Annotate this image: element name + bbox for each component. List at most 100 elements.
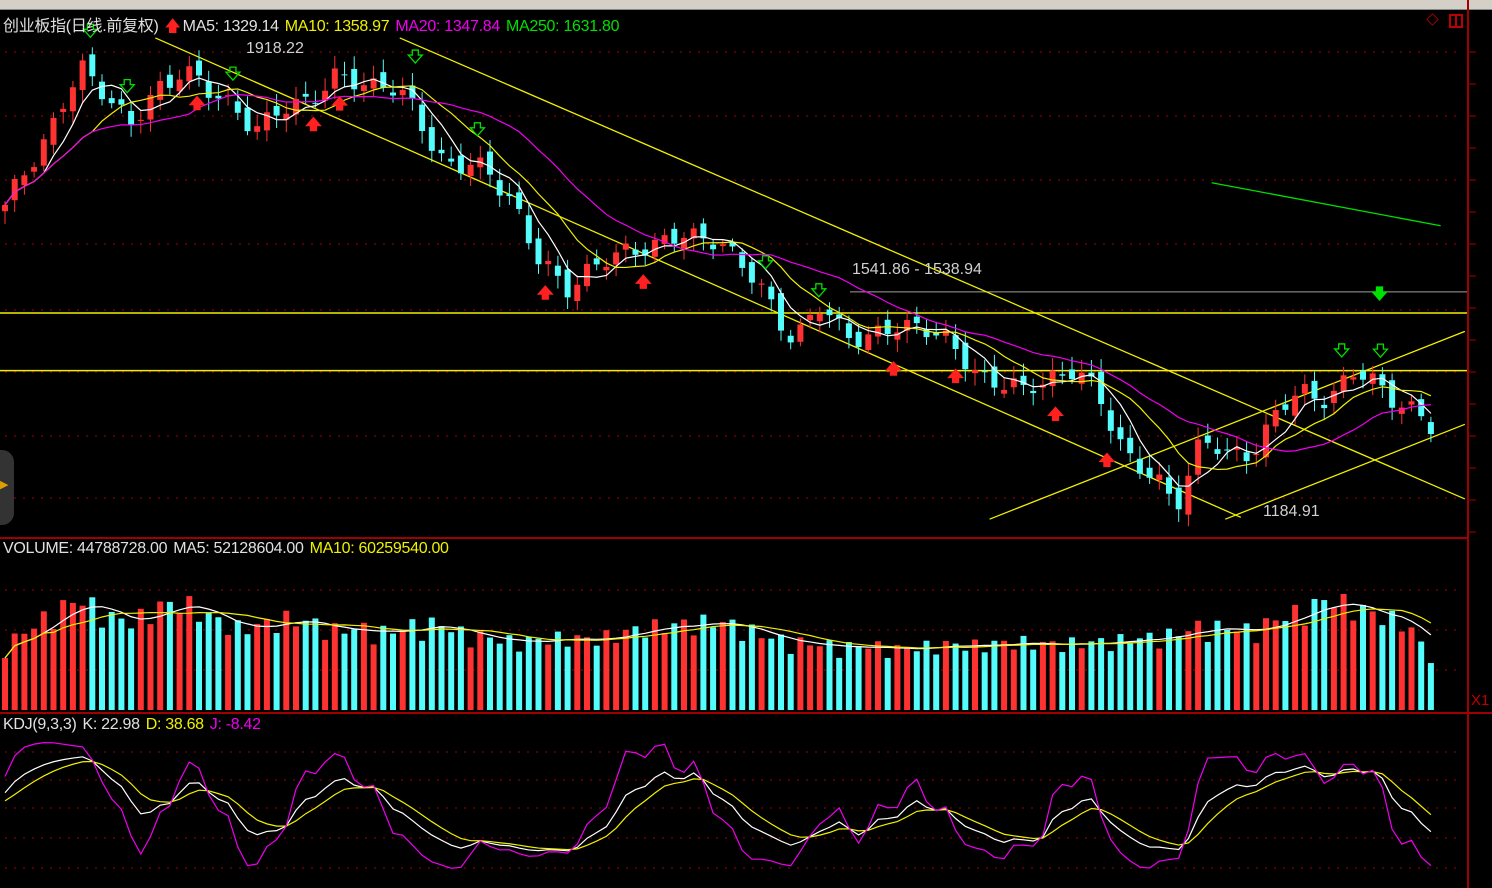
volume-bar <box>487 637 493 710</box>
volume-bar <box>1292 604 1299 710</box>
candle-body <box>758 283 765 285</box>
volume-bar <box>89 597 96 710</box>
candle-body <box>972 370 978 374</box>
volume-bar <box>865 648 872 710</box>
volume-bar <box>1224 629 1231 710</box>
volume-bar <box>1330 607 1337 710</box>
candle-body <box>196 60 202 76</box>
candle-body <box>31 167 38 172</box>
trendline <box>989 330 1466 520</box>
kdj-d: D: 38.68 <box>145 716 204 733</box>
candle-body <box>525 215 532 244</box>
buy-signal-arrow <box>188 95 206 111</box>
volume-ma10-label: MA10: 60259540.00 <box>309 540 449 557</box>
side-panel-handle[interactable]: ▶ <box>0 450 14 525</box>
candle-body <box>370 78 377 89</box>
range-label: 1541.86 - 1538.94 <box>852 261 982 278</box>
candle-body <box>1078 372 1085 384</box>
volume-bar <box>807 645 814 710</box>
candle-body <box>1379 374 1386 386</box>
candle-body <box>1350 377 1357 380</box>
volume-bar <box>2 658 8 710</box>
volume-bar <box>1253 643 1260 710</box>
panel-divider <box>0 712 1492 714</box>
sell-signal-arrow <box>810 283 828 298</box>
volume-header: VOLUME: 44788728.00 MA5: 52128604.00 MA10:… <box>3 540 455 558</box>
volume-bar <box>768 638 775 710</box>
volume-bar <box>1098 638 1105 710</box>
volume-bar <box>477 631 484 710</box>
volume-bar <box>1195 620 1202 710</box>
candle-body <box>981 371 988 373</box>
volume-bar <box>176 612 183 710</box>
volume-bar <box>234 620 241 710</box>
candle-body <box>1233 447 1240 450</box>
candle-body <box>632 249 639 255</box>
panel-divider <box>0 537 1467 539</box>
trendline <box>399 37 1466 500</box>
candle-body <box>293 99 299 115</box>
candle-body <box>894 332 901 340</box>
candle-body <box>584 263 590 287</box>
volume-bar <box>467 647 474 710</box>
window-chrome <box>0 0 1492 10</box>
volume-bar <box>778 634 784 710</box>
volume-bar <box>21 633 28 710</box>
candle-body <box>234 101 241 113</box>
volume-bar <box>690 635 697 710</box>
volume-bar <box>748 624 755 710</box>
volume-bar <box>438 626 445 710</box>
volume-bar <box>60 600 67 710</box>
candle-body <box>516 192 523 209</box>
volume-bar <box>991 640 998 710</box>
volume-bar <box>1039 641 1046 710</box>
trendline <box>1225 423 1466 520</box>
candle-body <box>166 74 173 88</box>
candle-body <box>283 113 290 120</box>
candle-body <box>1282 404 1289 410</box>
sell-signal-arrow <box>1372 343 1389 359</box>
candle-body <box>787 335 794 343</box>
candle-body <box>244 107 251 132</box>
candle-body <box>11 178 18 201</box>
candle-body <box>554 265 561 276</box>
volume-bar <box>884 657 891 710</box>
volume-unit-label: X1 <box>1471 692 1490 709</box>
candle-body <box>380 72 387 88</box>
volume-bar <box>1350 620 1357 710</box>
volume-ma10-line <box>4 608 1432 659</box>
ma250-line <box>1211 182 1441 227</box>
volume-bar <box>496 643 503 710</box>
volume-bar <box>1233 631 1240 710</box>
volume-bar <box>836 657 843 710</box>
candle-body <box>991 366 998 388</box>
buy-signal-arrow <box>305 116 322 132</box>
candle-body <box>302 93 309 97</box>
volume-bar <box>341 633 348 710</box>
volume-bar <box>99 627 105 710</box>
volume-bar <box>254 623 261 710</box>
layout-toggle-icon[interactable] <box>1449 14 1463 28</box>
candle-body <box>1340 375 1347 392</box>
kdj-header: KDJ(9,3,3) K: 22.98 D: 38.68 J: -8.42 <box>3 716 267 734</box>
candle-body <box>1136 458 1143 474</box>
candle-body <box>816 313 823 322</box>
volume-bar <box>923 640 930 710</box>
candle-body <box>836 314 843 319</box>
volume-bar <box>554 631 561 710</box>
volume-bar <box>380 625 387 710</box>
candle-body <box>506 194 513 197</box>
candle-body <box>215 95 222 99</box>
candle-body <box>1059 374 1066 376</box>
candle-body <box>1107 410 1114 431</box>
volume-bar <box>972 639 978 710</box>
sell-signal-arrow <box>757 255 774 270</box>
ma5-label: MA5: 1329.14 <box>182 18 279 35</box>
volume-bar <box>1166 628 1172 710</box>
candle-body <box>1321 404 1328 409</box>
volume-bar <box>710 627 717 710</box>
candle-body <box>875 325 881 337</box>
candle-body <box>157 80 164 100</box>
candle-body <box>1224 449 1231 451</box>
volume-bar <box>215 617 222 710</box>
